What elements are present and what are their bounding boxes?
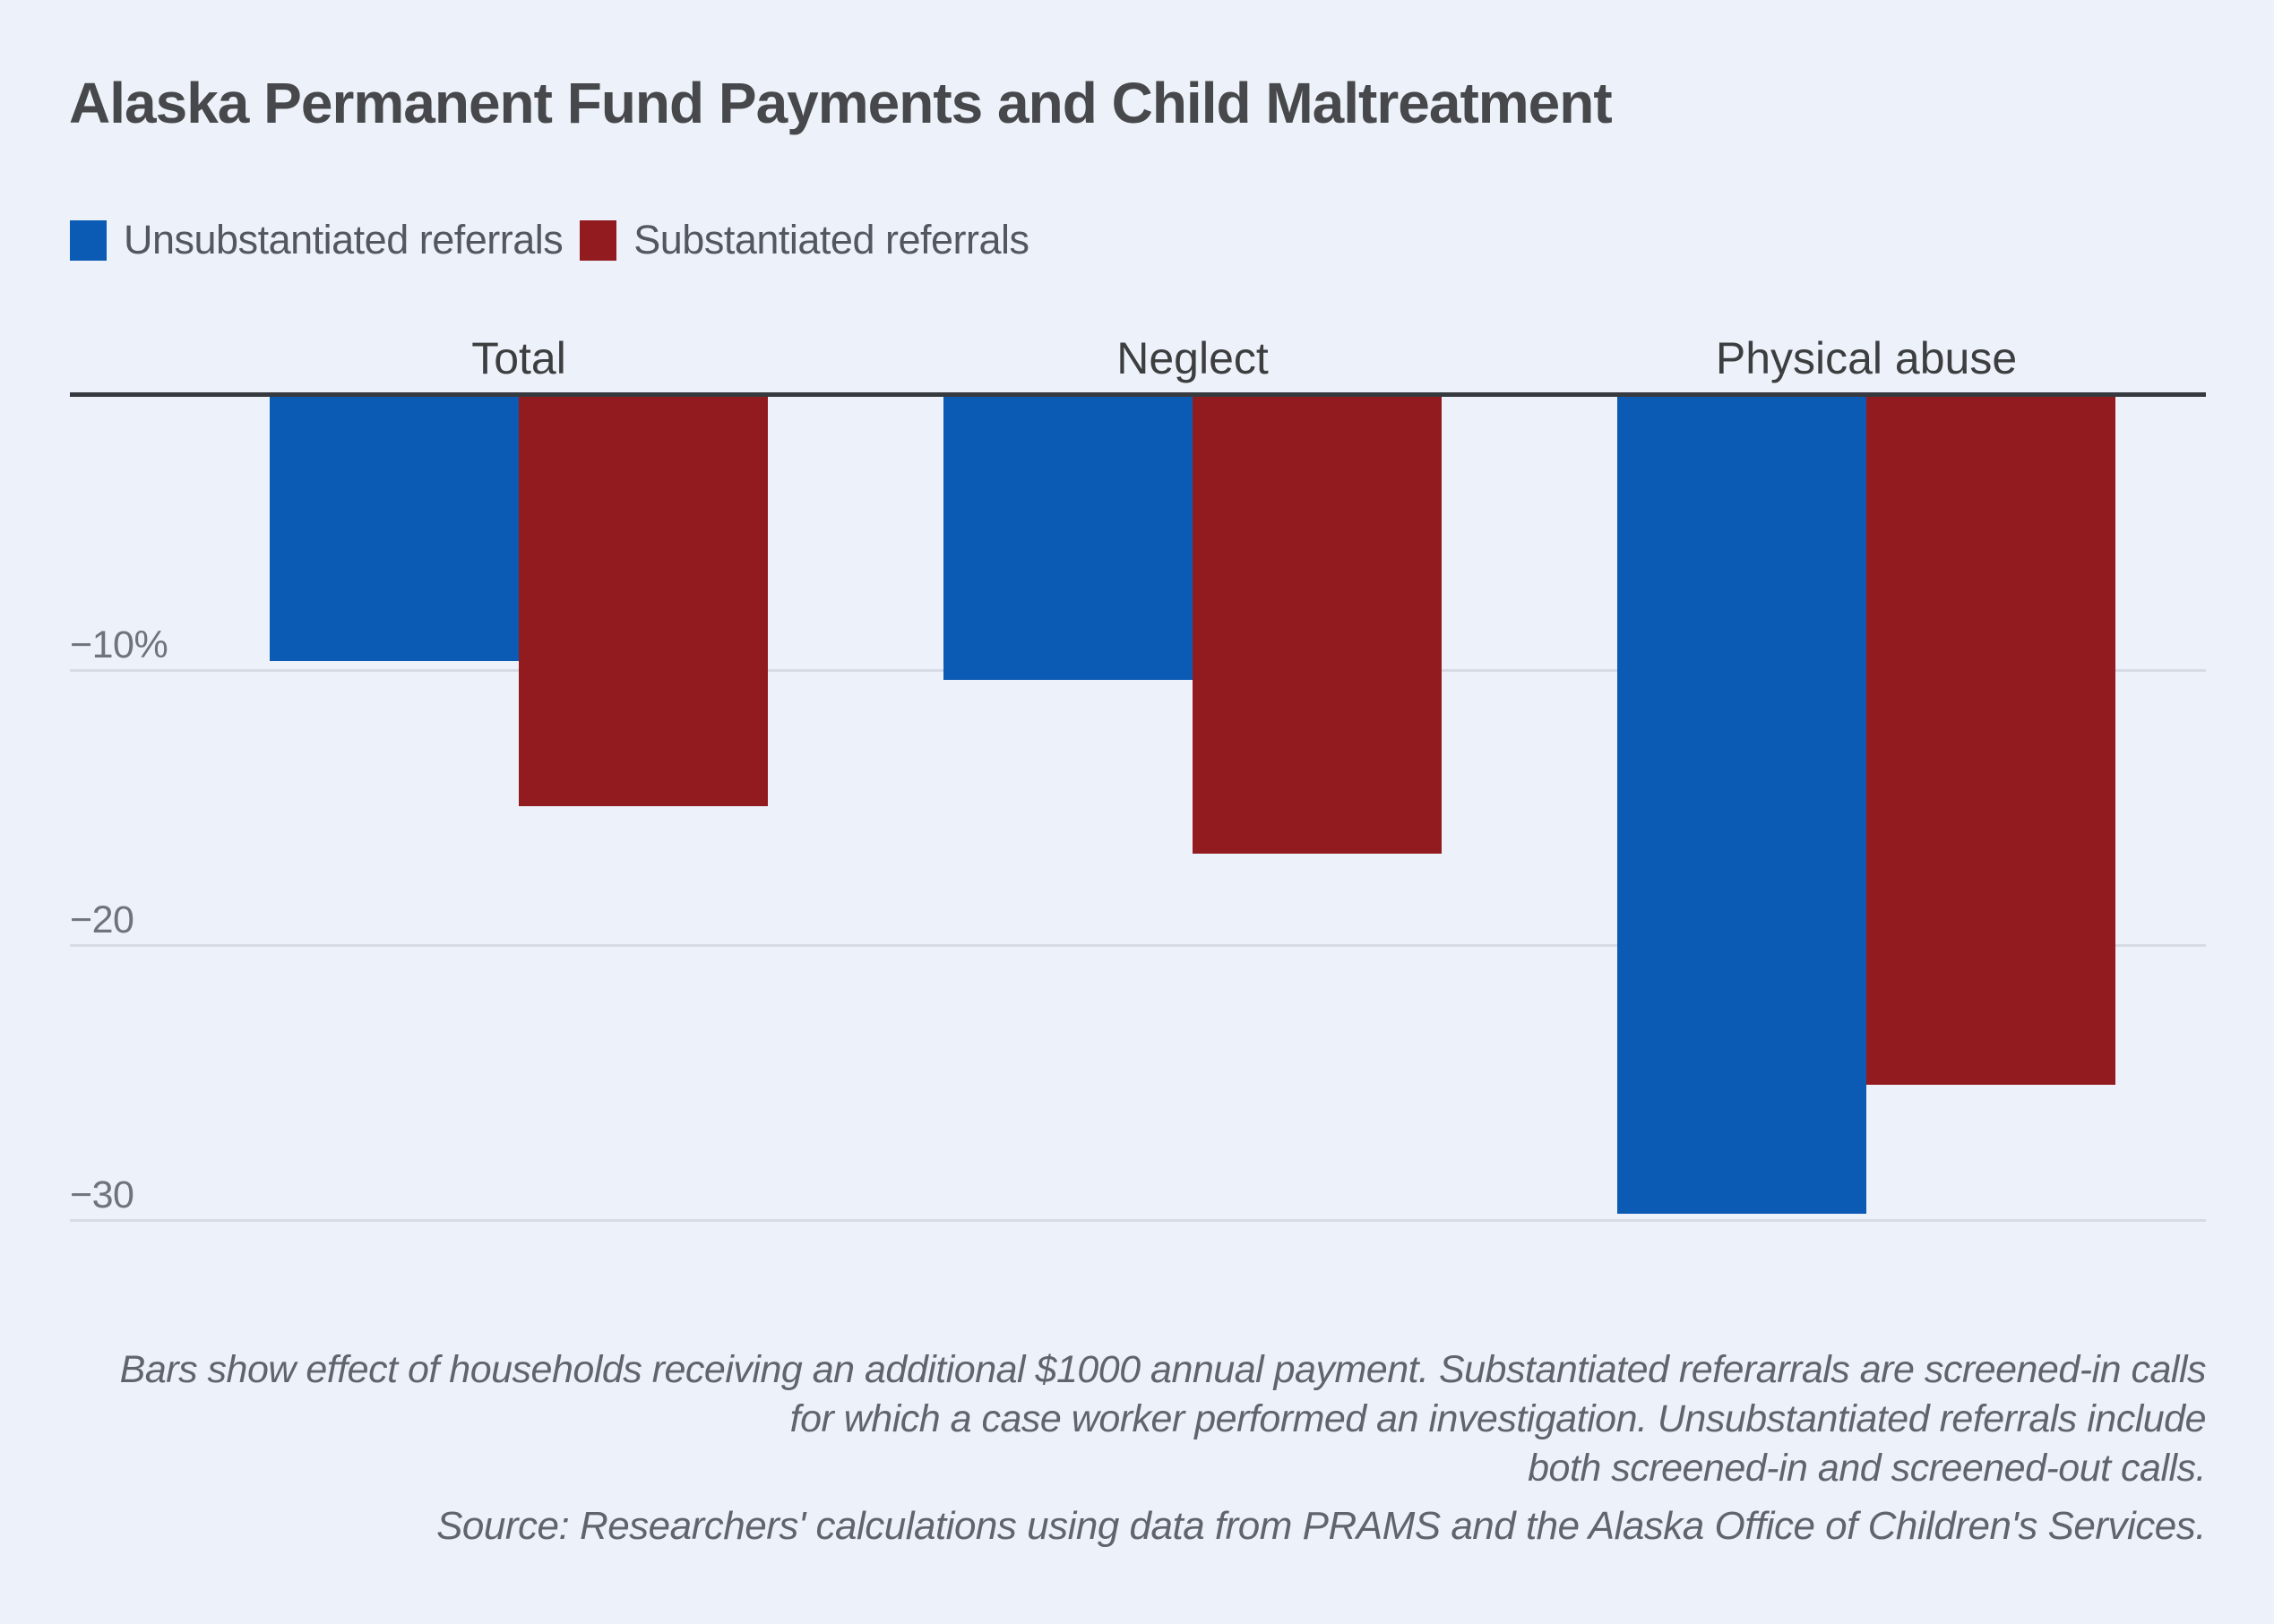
bar-substantiated [1866,397,2115,1085]
y-tick-label: −10% [70,623,168,666]
legend: Unsubstantiated referrals Substantiated … [70,217,1047,263]
grid-line [70,944,2206,947]
note-line-3: both screened-in and screened-out calls. [1528,1447,2206,1490]
note-line-2: for which a case worker performed an inv… [789,1397,2207,1440]
legend-swatch-unsubstantiated-icon [70,219,107,261]
y-tick-label: −20 [70,898,134,941]
legend-swatch-substantiated-icon [580,219,617,261]
grid-line [70,1219,2206,1222]
legend-item-substantiated: Substantiated referrals [580,217,1029,263]
category-label: Total [471,333,566,383]
figure-notes: Bars show effect of households receiving… [119,1345,2207,1493]
bar-unsubstantiated [943,397,1193,680]
bar-substantiated [1193,397,1442,854]
baseline-axis [70,392,2206,397]
bar-unsubstantiated [270,397,519,661]
legend-item-unsubstantiated: Unsubstantiated referrals [70,217,564,263]
category-label: Physical abuse [1715,333,2018,383]
plot-area: −10% −20 −30 Total Neglect Physical abuse [70,333,2206,1222]
source-line: Source: Researchers' calculations using … [436,1504,2206,1548]
legend-label-unsubstantiated: Unsubstantiated referrals [124,217,564,262]
category-label: Neglect [1116,333,1269,383]
y-tick-label: −30 [70,1173,134,1216]
chart-title: Alaska Permanent Fund Payments and Child… [69,71,1613,135]
legend-label-substantiated: Substantiated referrals [633,217,1029,262]
bar-unsubstantiated [1617,397,1866,1214]
note-line-1: Bars show effect of households receiving… [119,1348,2207,1391]
bar-substantiated [519,397,768,806]
